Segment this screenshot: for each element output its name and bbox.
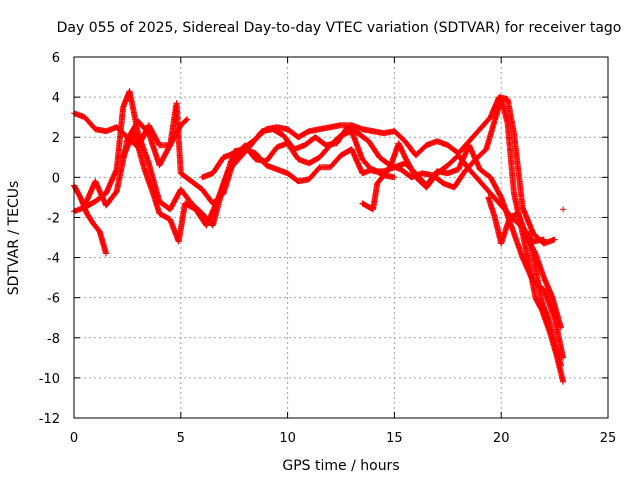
x-tick-label: 20 [493, 431, 510, 446]
y-tick-labels: -12 -10 -8 -6 -4 -2 0 2 4 6 [39, 51, 60, 427]
y-tick-label: -2 [47, 211, 60, 226]
y-tick-label: -4 [47, 252, 60, 267]
x-tick-labels: 0 5 10 15 20 25 [70, 431, 616, 446]
series-outlier [560, 206, 567, 213]
y-tick-label: -12 [39, 412, 60, 427]
y-tick-label: 4 [52, 91, 60, 106]
x-tick-label: 10 [279, 431, 296, 446]
y-tick-label: -6 [47, 292, 60, 307]
series-track-8 [359, 140, 547, 245]
point-markers [526, 230, 564, 369]
series-track-6 [199, 94, 558, 247]
plot-frame [73, 56, 609, 419]
series-track-9 [526, 230, 564, 369]
point-markers [560, 206, 567, 213]
y-axis-label: SDTVAR / TECUs [6, 181, 22, 296]
x-tick-label: 0 [70, 431, 78, 446]
y-tick-label: -10 [39, 372, 60, 387]
y-tick-label: 2 [52, 131, 60, 146]
x-tick-label: 5 [177, 431, 185, 446]
tick-marks [73, 56, 609, 419]
y-tick-label: 0 [52, 171, 60, 186]
y-tick-label: 6 [52, 51, 60, 66]
y-tick-label: -8 [47, 332, 60, 347]
chart-title: Day 055 of 2025, Sidereal Day-to-day VTE… [57, 20, 622, 36]
x-tick-label: 15 [386, 431, 403, 446]
point-markers [359, 140, 547, 245]
x-axis-label: GPS time / hours [282, 458, 399, 474]
x-tick-label: 25 [600, 431, 617, 446]
point-markers [199, 94, 558, 247]
